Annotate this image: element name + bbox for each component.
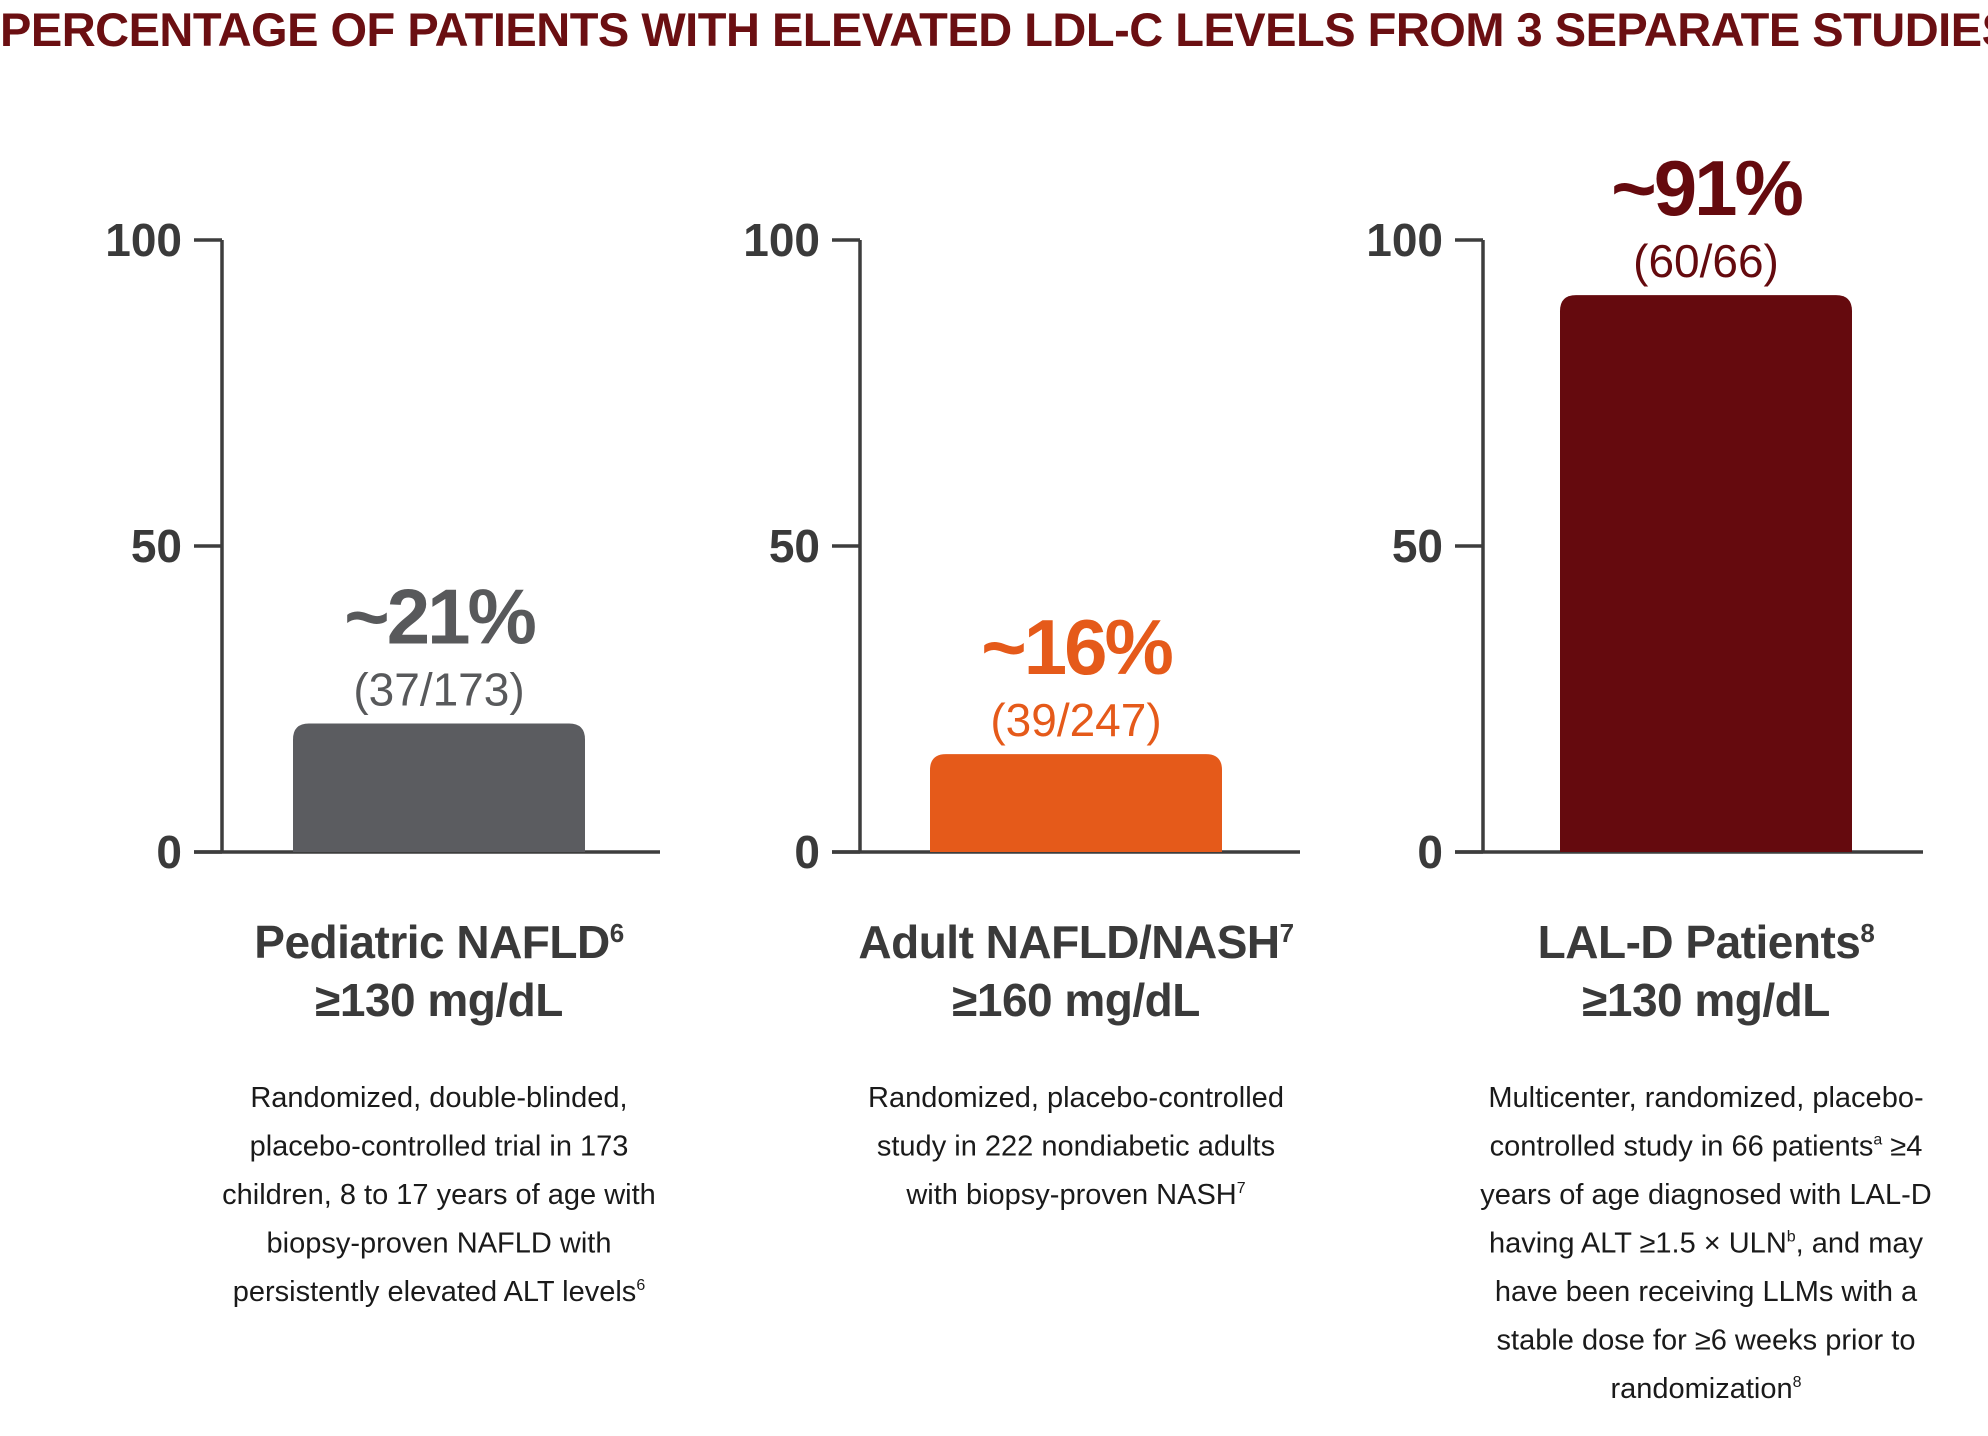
bar bbox=[930, 754, 1222, 852]
y-tick-label: 0 bbox=[156, 826, 182, 878]
description-line: randomization8 bbox=[1610, 1373, 1801, 1405]
description-line: with biopsy-proven NASH7 bbox=[905, 1179, 1245, 1211]
description-line: study in 222 nondiabetic adults bbox=[877, 1131, 1275, 1163]
description-line: children, 8 to 17 years of age with bbox=[222, 1179, 656, 1211]
y-tick-label: 50 bbox=[131, 520, 182, 572]
y-tick-label: 0 bbox=[1417, 826, 1443, 878]
chart-panel-1: 100 50 0 ~21%(37/173) Pediatric NAFLD6 ≥130 m… bbox=[105, 214, 660, 1308]
y-tick-label: 0 bbox=[794, 826, 820, 878]
description-line: having ALT ≥1.5 × ULNb, and may bbox=[1489, 1228, 1924, 1260]
category-name: Pediatric NAFLD6 bbox=[254, 916, 623, 968]
y-tick-label: 100 bbox=[743, 214, 820, 266]
category-threshold: ≥160 mg/dL bbox=[952, 974, 1200, 1026]
description-line: placebo-controlled trial in 173 bbox=[250, 1131, 629, 1163]
description-line: persistently elevated ALT levels6 bbox=[233, 1276, 646, 1308]
category-threshold: ≥130 mg/dL bbox=[1582, 974, 1830, 1026]
bar-percent-label: ~91% bbox=[1611, 144, 1802, 232]
chart-panel-2: 100 50 0 ~16%(39/247) Adult NAFLD/NASH7 ≥160 … bbox=[743, 214, 1300, 1211]
y-tick-label: 100 bbox=[105, 214, 182, 266]
description-line: stable dose for ≥6 weeks prior to bbox=[1497, 1325, 1916, 1357]
y-tick-label: 50 bbox=[769, 520, 820, 572]
bar-fraction-label: (39/247) bbox=[990, 694, 1161, 746]
chart-title: PERCENTAGE OF PATIENTS WITH ELEVATED LDL… bbox=[0, 3, 1988, 56]
y-tick-label: 100 bbox=[1366, 214, 1443, 266]
bar-fraction-label: (60/66) bbox=[1633, 235, 1779, 287]
description-line: biopsy-proven NAFLD with bbox=[267, 1228, 612, 1260]
bar-percent-label: ~16% bbox=[981, 603, 1172, 691]
description-line: controlled study in 66 patientsa ≥4 bbox=[1490, 1131, 1923, 1163]
category-name: LAL-D Patients8 bbox=[1538, 916, 1875, 968]
chart-panel-3: 100 50 0 ~91%(60/66) LAL-D Patients8 ≥130 mg/… bbox=[1366, 144, 1931, 1405]
bar bbox=[293, 723, 585, 852]
bar-percent-label: ~21% bbox=[344, 572, 535, 660]
bar-fraction-label: (37/173) bbox=[353, 663, 524, 715]
description-line: Randomized, double-blinded, bbox=[250, 1082, 627, 1114]
y-tick-label: 50 bbox=[1392, 520, 1443, 572]
description-line: Multicenter, randomized, placebo- bbox=[1488, 1082, 1923, 1114]
description-line: years of age diagnosed with LAL-D bbox=[1480, 1179, 1931, 1211]
bar bbox=[1560, 295, 1852, 853]
category-name: Adult NAFLD/NASH7 bbox=[858, 916, 1293, 968]
description-line: Randomized, placebo-controlled bbox=[868, 1082, 1284, 1114]
category-threshold: ≥130 mg/dL bbox=[315, 974, 563, 1026]
description-line: have been receiving LLMs with a bbox=[1495, 1276, 1918, 1308]
